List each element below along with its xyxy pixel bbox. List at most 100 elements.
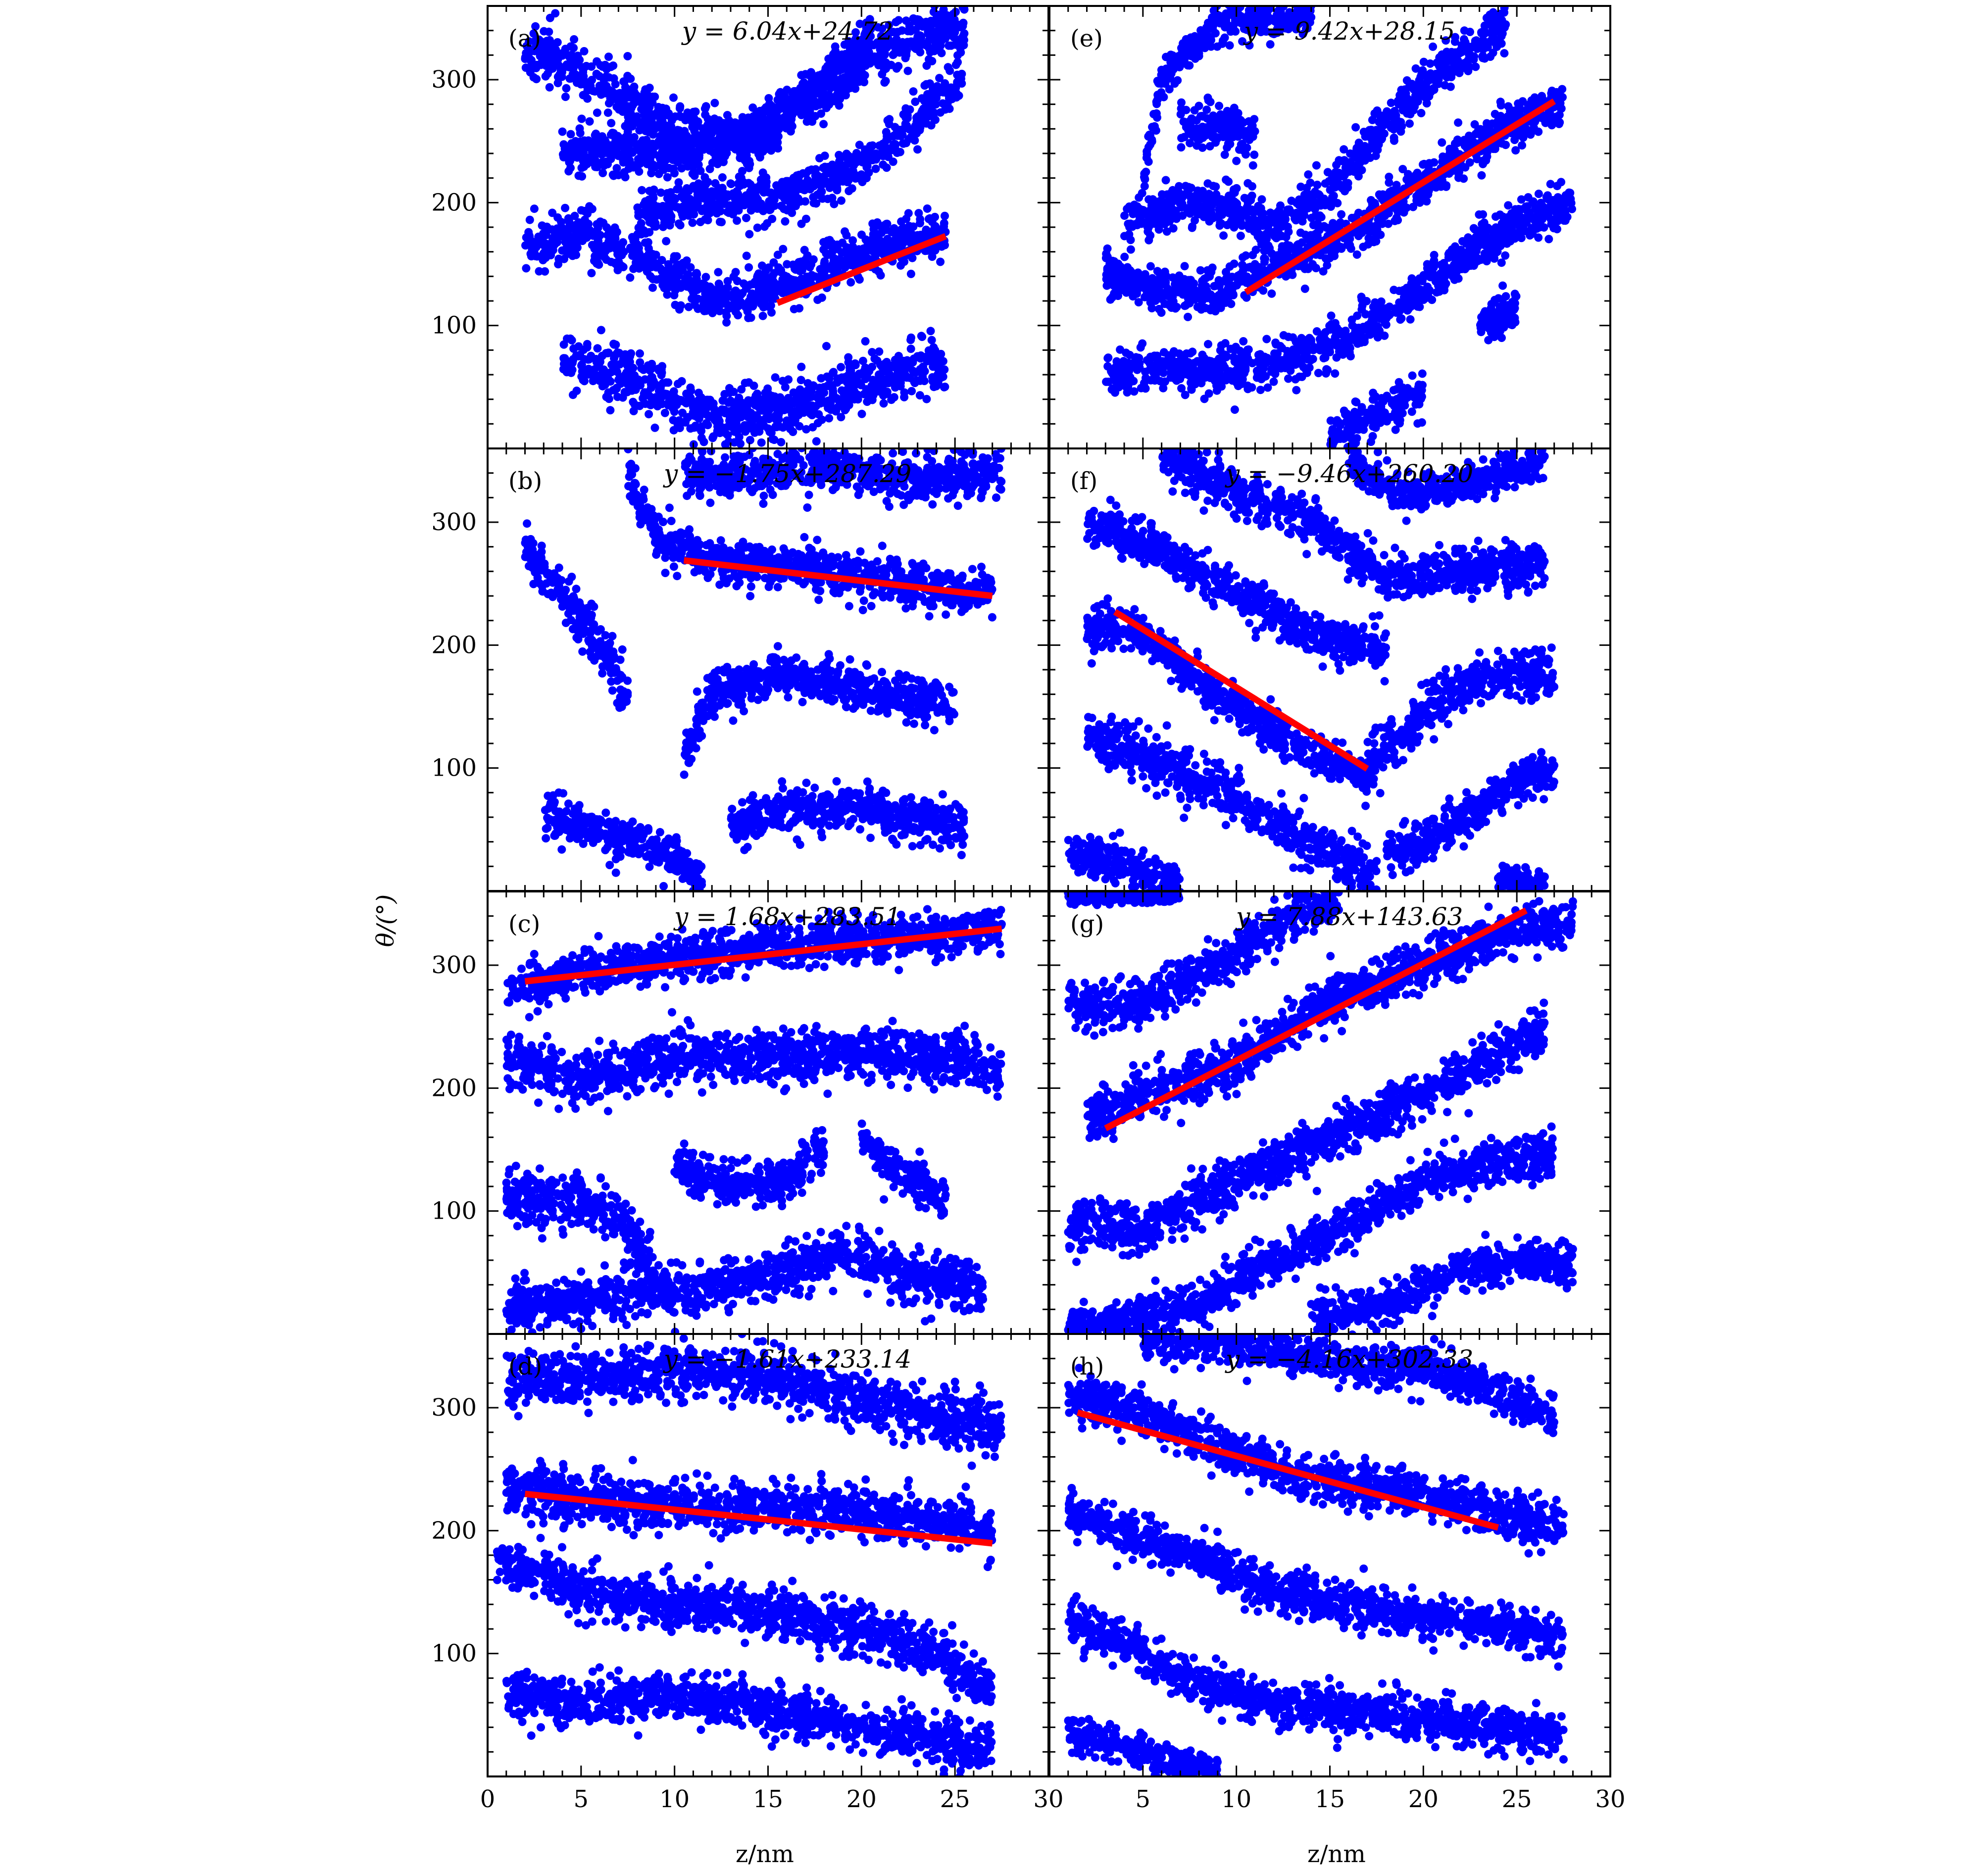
scatter-point bbox=[578, 63, 587, 72]
scatter-point bbox=[664, 378, 673, 387]
scatter-point bbox=[537, 44, 546, 53]
scatter-point bbox=[919, 104, 928, 113]
scatter-point bbox=[623, 52, 632, 60]
scatter-point bbox=[833, 90, 842, 99]
scatter-point bbox=[928, 351, 937, 360]
scatter-point bbox=[701, 110, 710, 119]
scatter-point bbox=[784, 120, 793, 129]
scatter-point bbox=[561, 586, 570, 594]
scatter-point bbox=[924, 214, 933, 223]
scatter-point bbox=[909, 87, 918, 96]
scatter-point bbox=[593, 344, 602, 353]
scatter-point bbox=[774, 144, 782, 153]
scatter-point bbox=[885, 147, 894, 155]
scatter-point bbox=[588, 641, 596, 650]
scatter-point bbox=[628, 137, 637, 146]
scatter-point bbox=[664, 219, 673, 228]
scatter-point bbox=[781, 217, 790, 226]
scatter-point bbox=[626, 245, 635, 254]
scatter-point bbox=[564, 167, 573, 176]
scatter-point bbox=[837, 413, 845, 422]
scatter-point bbox=[769, 258, 778, 267]
scatter-point bbox=[733, 216, 742, 225]
scatter-point bbox=[763, 384, 772, 393]
scatter-point bbox=[902, 49, 911, 57]
scatter-point bbox=[768, 214, 777, 223]
scatter-point bbox=[598, 669, 607, 678]
scatter-point bbox=[579, 157, 588, 166]
scatter-point bbox=[972, 472, 981, 481]
scatter-point bbox=[679, 113, 688, 122]
scatter-point bbox=[701, 180, 710, 189]
scatter-point bbox=[662, 237, 671, 246]
scatter-point bbox=[886, 489, 895, 498]
scatter-point bbox=[645, 392, 653, 400]
panel-label: (a) bbox=[508, 25, 541, 52]
scatter-point bbox=[882, 497, 891, 505]
scatter-point bbox=[717, 218, 726, 227]
scatter-point bbox=[828, 160, 837, 169]
scatter-point bbox=[891, 141, 899, 149]
scatter-point bbox=[765, 129, 774, 138]
scatter-point bbox=[951, 40, 960, 49]
scatter-point bbox=[708, 204, 717, 213]
scatter-point bbox=[773, 96, 782, 104]
scatter-point bbox=[562, 84, 571, 93]
scatter-point bbox=[602, 148, 611, 157]
scatter-point bbox=[606, 406, 615, 415]
scatter-point bbox=[941, 79, 949, 88]
scatter-point bbox=[623, 127, 632, 136]
scatter-point bbox=[768, 491, 777, 499]
scatter-point bbox=[866, 22, 875, 30]
scatter-point bbox=[797, 110, 806, 119]
scatter-point bbox=[945, 66, 954, 75]
scatter-point bbox=[583, 343, 592, 352]
scatter-point bbox=[757, 438, 766, 447]
scatter-point bbox=[580, 206, 589, 215]
scatter-point bbox=[647, 117, 656, 126]
scatter-point bbox=[602, 393, 611, 401]
scatter-point bbox=[686, 383, 695, 392]
scatter-point bbox=[932, 28, 941, 37]
scatter-point bbox=[858, 70, 867, 79]
scatter-point bbox=[823, 61, 832, 70]
scatter-point bbox=[753, 204, 762, 213]
scatter-point bbox=[898, 38, 907, 47]
scatter-point bbox=[561, 203, 570, 212]
scatter-point bbox=[914, 21, 923, 30]
scatter-point bbox=[688, 294, 696, 303]
scatter-point bbox=[567, 368, 576, 377]
scatter-point bbox=[670, 252, 679, 261]
scatter-point bbox=[574, 342, 583, 351]
scatter-point bbox=[988, 613, 996, 622]
scatter-point bbox=[953, 70, 962, 79]
scatter-point bbox=[641, 150, 650, 159]
scatter-point bbox=[799, 185, 808, 194]
scatter-point bbox=[866, 59, 874, 68]
scatter-point bbox=[647, 164, 656, 173]
scatter-point bbox=[617, 90, 626, 98]
scatter-point bbox=[759, 499, 768, 508]
scatter-point bbox=[647, 373, 656, 382]
scatter-point bbox=[667, 517, 676, 525]
scatter-point bbox=[688, 147, 696, 156]
scatter-point bbox=[700, 173, 709, 182]
scatter-point bbox=[845, 75, 853, 84]
y-tick-label: 300 bbox=[431, 66, 477, 94]
scatter-point bbox=[554, 232, 563, 241]
scatter-point bbox=[577, 114, 586, 123]
scatter-point bbox=[890, 393, 898, 402]
scatter-point bbox=[953, 58, 962, 67]
scatter-point bbox=[875, 347, 884, 356]
scatter-point bbox=[790, 186, 798, 195]
scatter-point bbox=[654, 203, 663, 212]
scatter-point bbox=[579, 376, 588, 385]
scatter-point bbox=[887, 60, 895, 69]
scatter-point bbox=[889, 375, 897, 384]
scatter-point bbox=[929, 93, 938, 102]
scatter-point bbox=[647, 187, 656, 196]
scatter-point bbox=[931, 115, 940, 124]
scatter-point bbox=[879, 40, 888, 49]
scatter-point bbox=[558, 127, 567, 136]
scatter-point bbox=[850, 376, 859, 385]
